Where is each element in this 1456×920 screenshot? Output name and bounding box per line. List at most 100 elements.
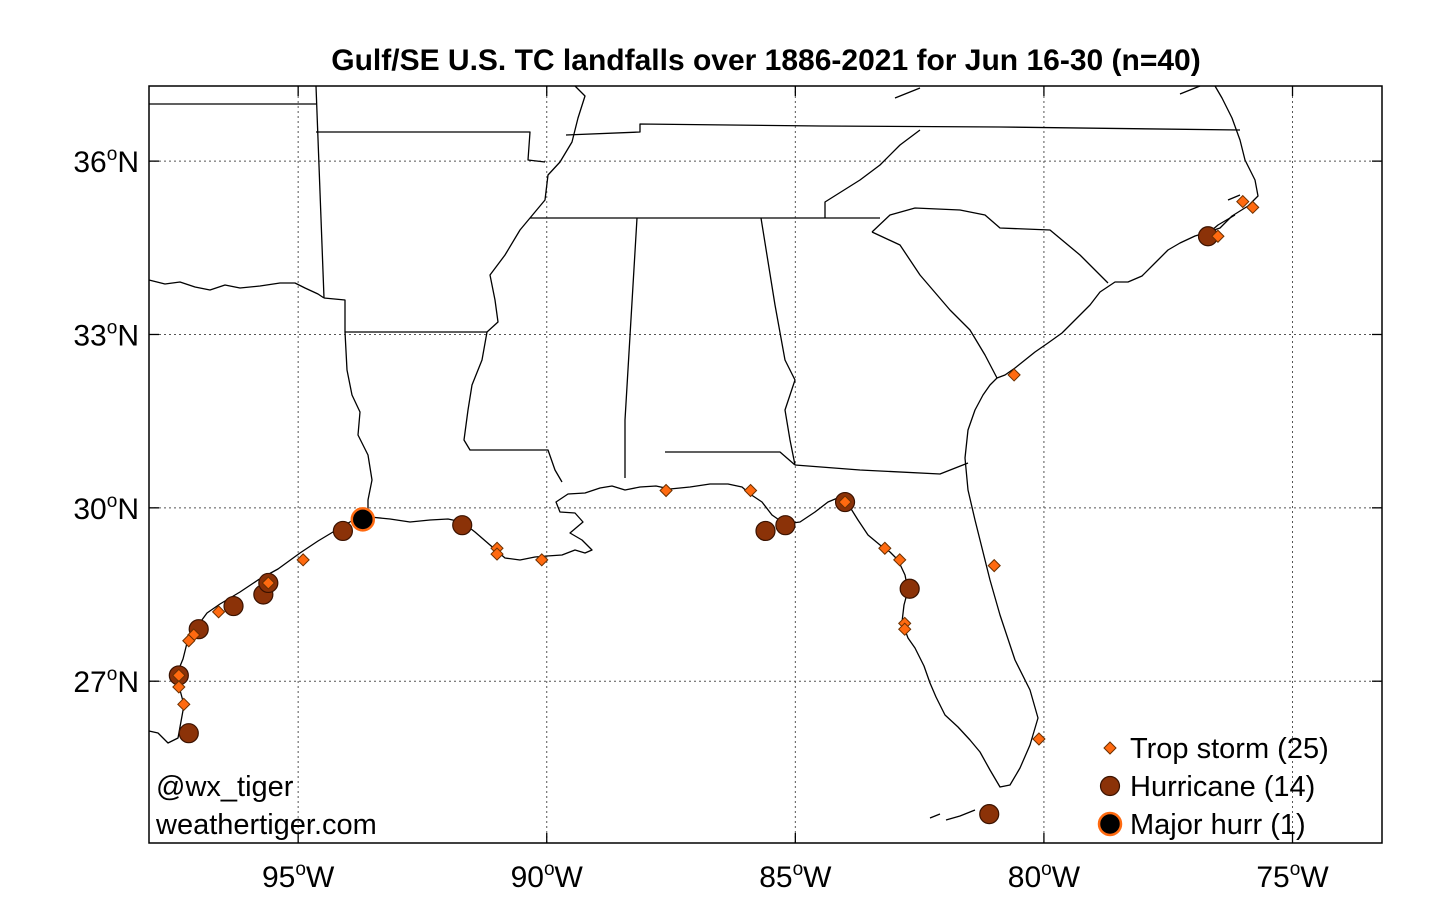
hurricane-marker [332, 520, 353, 542]
tropical-storm-marker [838, 495, 852, 509]
lat-tick-hemi: N [117, 319, 139, 352]
credit-handle: @wx_tiger [156, 771, 294, 803]
lon-tick-degree: o [295, 859, 306, 880]
tropical-storm-marker [211, 605, 226, 619]
tropical-storm-marker [1246, 200, 1260, 215]
va-wv-border [894, 85, 1201, 99]
map-title: Gulf/SE U.S. TC landfalls over 1886-2021… [331, 44, 1200, 77]
mississippi-river [486, 85, 586, 333]
tropical-storm-marker [987, 558, 1001, 573]
ga-sc-border [871, 231, 998, 379]
lon-tick-hemi: W [1300, 861, 1329, 894]
lon-tick-label: 80oW [1008, 859, 1081, 894]
legend-trop-storm-swatch [1103, 741, 1117, 755]
tx-la-border [344, 331, 373, 518]
legend-label: Trop storm (25) [1130, 733, 1329, 765]
hurricane-marker [452, 515, 473, 536]
legend-label: Major hurr (1) [1130, 809, 1306, 841]
hurricane-marker [755, 520, 776, 542]
map-frame [148, 85, 1383, 844]
tropical-storm-marker [261, 576, 276, 590]
coastline-and-state-borders [148, 85, 1259, 821]
tropical-storm-marker [296, 553, 310, 567]
tropical-storm-marker [659, 483, 673, 498]
tropical-storm-marker [177, 697, 191, 712]
credit-block: @wx_tiger weathertiger.com [155, 771, 377, 841]
lat-tick-num: 33 [73, 319, 106, 352]
lon-tick-num: 75 [1256, 861, 1289, 894]
lat-tick-label: 30oN [73, 491, 139, 526]
coastline [148, 85, 1259, 788]
lat-tick-hemi: N [117, 146, 139, 179]
lat-tick-degree: o [107, 664, 118, 685]
sc-nc-border [871, 207, 1109, 284]
lon-tick-num: 95 [262, 861, 295, 894]
tropical-storm-marker [535, 553, 549, 567]
lat-tick-num: 30 [73, 493, 106, 526]
hurricane-marker [178, 723, 199, 744]
hurricane-marker [899, 578, 920, 599]
legend-major-hurr-swatch [1097, 811, 1123, 837]
lat-tick-degree: o [107, 144, 118, 165]
lat-tick-degree: o [107, 491, 118, 512]
lon-tick-hemi: W [803, 861, 832, 894]
tropical-storm-marker [1032, 732, 1046, 746]
la-ms-border [463, 331, 563, 483]
tx-ok-border [148, 279, 325, 299]
legend: Trop storm (25) Hurricane (14) Major hurr … [1097, 733, 1329, 841]
tropical-storm-marker [878, 541, 892, 555]
florida-keys [929, 809, 976, 821]
hurricane-marker [979, 804, 1000, 825]
tropical-storm-marker [490, 547, 504, 561]
lon-tick-num: 80 [1008, 861, 1041, 894]
lat-tick-degree: o [107, 317, 118, 338]
lat-tick-hemi: N [117, 666, 139, 699]
legend-label: Hurricane (14) [1130, 771, 1315, 803]
tropical-storm-marker [898, 622, 912, 636]
ar-mo-border [316, 131, 546, 163]
lat-tick-num: 27 [73, 666, 106, 699]
hurricane-marker [223, 595, 244, 617]
tropical-storm-marker [182, 634, 196, 648]
al-ga-border [760, 217, 796, 466]
lon-tick-hemi: W [555, 861, 584, 894]
tropical-storm-marker [1236, 194, 1250, 209]
lon-tick-degree: o [544, 859, 555, 880]
lat-tick-num: 36 [73, 146, 106, 179]
lon-tick-label: 85oW [759, 859, 832, 894]
lon-tick-degree: o [793, 859, 804, 880]
lon-tick-degree: o [1041, 859, 1052, 880]
map-frame-group [148, 85, 1383, 844]
lon-tick-label: 95oW [262, 859, 335, 894]
tropical-storm-marker [1211, 229, 1225, 243]
credit-website: weathertiger.com [155, 809, 377, 841]
legend-hurricane-swatch [1099, 775, 1121, 797]
lon-tick-hemi: W [1052, 861, 1081, 894]
ok-ar-border [315, 85, 325, 299]
longitude-ticks: 95oW 90oW 85oW 80oW 75oW [262, 86, 1329, 894]
nc-va-border [824, 129, 921, 218]
ms-al-border [624, 217, 638, 478]
al-fl-border [665, 451, 796, 466]
lat-tick-label: 27oN [73, 664, 139, 699]
lon-tick-label: 75oW [1256, 859, 1329, 894]
tn-ky-border [565, 123, 1241, 136]
lat-tick-label: 36oN [73, 144, 139, 179]
lat-tick-hemi: N [117, 493, 139, 526]
lon-tick-label: 90oW [511, 859, 584, 894]
lon-tick-num: 85 [759, 861, 792, 894]
landfall-points [168, 194, 1260, 825]
fl-ga-border [794, 462, 969, 475]
tropical-storm-marker [893, 553, 907, 567]
tropical-storm-marker [172, 680, 186, 694]
gridlines [149, 86, 1382, 843]
tropical-storm-marker [743, 483, 758, 498]
lon-tick-hemi: W [306, 861, 335, 894]
lon-tick-degree: o [1290, 859, 1301, 880]
major-hurricane-marker [350, 507, 376, 532]
hurricane-marker [775, 515, 796, 536]
lon-tick-num: 90 [511, 861, 544, 894]
tropical-storm-marker [1007, 368, 1021, 382]
